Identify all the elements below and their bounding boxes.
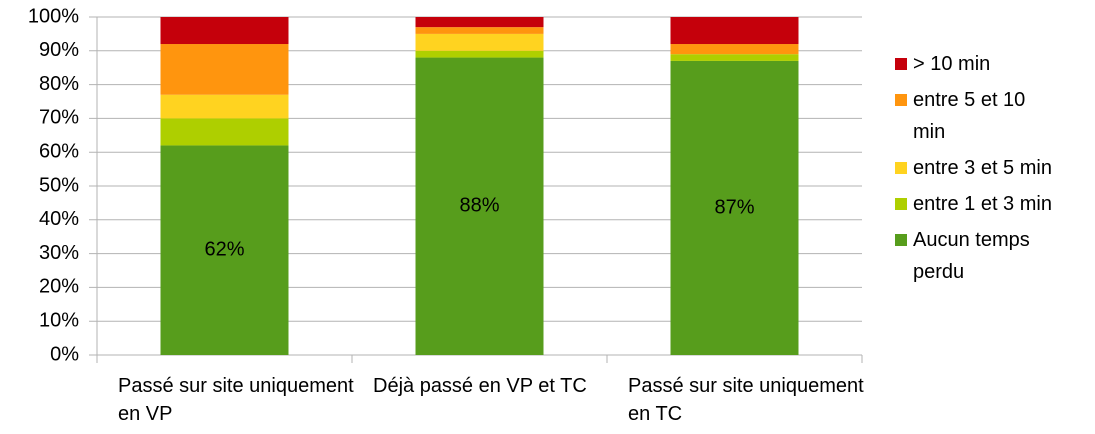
bar-segment (160, 94, 289, 119)
y-tick-label: 90% (39, 39, 79, 61)
legend: > 10 min entre 5 et 10 min entre 3 et 5 mi… (895, 48, 1075, 288)
bar-segment (670, 60, 799, 355)
legend-label: > 10 min (913, 53, 991, 75)
y-tick-label: 40% (39, 208, 79, 230)
y-tick-label: 50% (39, 174, 79, 196)
y-tick-label: 0% (50, 343, 79, 365)
y-tick-label: 30% (39, 242, 79, 264)
data-label: 62% (204, 239, 244, 261)
legend-swatch (895, 58, 907, 70)
bar-segment (160, 44, 289, 95)
x-tick-label: Passé sur site uniquement en TC (628, 375, 864, 425)
legend-item: entre 3 et 5 min (895, 152, 1075, 184)
legend-item: entre 1 et 3 min (895, 188, 1075, 220)
legend-label: entre 5 et 10 min (913, 89, 1026, 143)
bar-segment (670, 44, 799, 55)
legend-label: entre 3 et 5 min (913, 157, 1052, 179)
legend-item: > 10 min (895, 48, 1075, 80)
bar-segment (415, 57, 544, 356)
bar-segment (415, 27, 544, 34)
bar-segment (160, 145, 289, 355)
bar-segment (670, 54, 799, 61)
legend-swatch (895, 198, 907, 210)
bar-segment (415, 33, 544, 51)
legend-swatch (895, 162, 907, 174)
legend-item: entre 5 et 10 min (895, 84, 1075, 148)
bar-segment (160, 118, 289, 146)
x-tick-label: Passé sur site uniquement en VP (118, 375, 354, 425)
y-tick-label: 100% (28, 5, 79, 27)
legend-item: Aucun temps perdu (895, 224, 1075, 288)
legend-swatch (895, 94, 907, 106)
y-tick-label: 70% (39, 107, 79, 129)
y-tick-label: 20% (39, 276, 79, 298)
bar-segment (415, 17, 544, 28)
y-tick-label: 80% (39, 73, 79, 95)
y-tick-label: 10% (39, 309, 79, 331)
data-label: 87% (714, 196, 754, 218)
x-tick-label: Déjà passé en VP et TC (373, 375, 587, 397)
data-label: 88% (459, 195, 499, 217)
legend-swatch (895, 234, 907, 246)
bar-segment (415, 50, 544, 58)
bar-segment (160, 17, 289, 45)
y-tick-label: 60% (39, 140, 79, 162)
bar-segment (670, 17, 799, 45)
legend-label: Aucun temps perdu (913, 229, 1030, 283)
legend-label: entre 1 et 3 min (913, 193, 1052, 215)
